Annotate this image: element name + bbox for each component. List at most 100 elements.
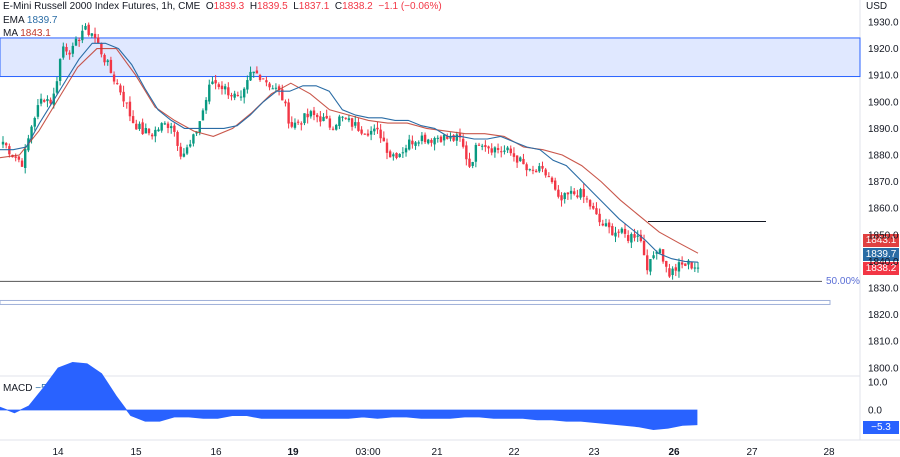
candle-body[interactable]	[230, 95, 233, 97]
candle-body[interactable]	[534, 170, 538, 173]
candle-body[interactable]	[395, 152, 398, 158]
candle-body[interactable]	[277, 86, 281, 90]
candle-body[interactable]	[560, 195, 563, 201]
candle-body[interactable]	[484, 145, 487, 148]
candle-body[interactable]	[173, 125, 176, 132]
candle-body[interactable]	[81, 30, 84, 41]
candle-body[interactable]	[442, 134, 446, 141]
candle-body[interactable]	[601, 223, 604, 226]
candle-body[interactable]	[633, 234, 636, 238]
candle-body[interactable]	[598, 213, 601, 223]
candle-body[interactable]	[461, 138, 465, 147]
ema-line[interactable]	[0, 42, 699, 263]
candle-body[interactable]	[671, 268, 674, 276]
candle-body[interactable]	[138, 123, 141, 129]
candle-body[interactable]	[211, 81, 214, 85]
candle-body[interactable]	[496, 148, 500, 150]
candle-body[interactable]	[363, 133, 366, 135]
candle-body[interactable]	[189, 144, 192, 147]
candle-body[interactable]	[223, 86, 227, 90]
candle-body[interactable]	[128, 101, 132, 117]
candle-body[interactable]	[436, 137, 439, 139]
candle-body[interactable]	[636, 235, 639, 237]
candle-body[interactable]	[626, 235, 630, 241]
candle-body[interactable]	[166, 123, 170, 128]
candle-body[interactable]	[515, 155, 519, 163]
ma-legend[interactable]: MA 1843.1	[3, 28, 51, 39]
candle-body[interactable]	[696, 267, 700, 269]
candle-body[interactable]	[376, 127, 379, 130]
candle-body[interactable]	[14, 156, 17, 158]
candle-body[interactable]	[411, 140, 414, 145]
candle-body[interactable]	[423, 134, 427, 143]
candle-body[interactable]	[439, 136, 443, 142]
candle-body[interactable]	[300, 123, 303, 125]
candle-body[interactable]	[242, 88, 246, 98]
candle-body[interactable]	[93, 33, 97, 38]
candle-body[interactable]	[43, 100, 46, 102]
candle-body[interactable]	[446, 136, 449, 139]
candle-body[interactable]	[655, 251, 658, 254]
candle-body[interactable]	[255, 70, 259, 74]
candle-body[interactable]	[614, 232, 617, 237]
candle-body[interactable]	[33, 118, 36, 127]
candle-body[interactable]	[331, 128, 335, 130]
candle-body[interactable]	[68, 52, 71, 55]
candle-body[interactable]	[585, 198, 589, 200]
candle-body[interactable]	[674, 267, 677, 271]
candle-body[interactable]	[630, 234, 633, 243]
candle-body[interactable]	[357, 122, 360, 131]
candle-body[interactable]	[74, 38, 78, 46]
candle-body[interactable]	[163, 123, 167, 125]
candle-body[interactable]	[284, 101, 287, 104]
candle-body[interactable]	[319, 116, 322, 122]
candle-body[interactable]	[36, 105, 40, 117]
candle-body[interactable]	[309, 111, 313, 117]
candle-body[interactable]	[579, 189, 582, 198]
candle-body[interactable]	[582, 189, 585, 197]
candle-body[interactable]	[122, 91, 125, 102]
candle-body[interactable]	[430, 139, 433, 143]
candle-body[interactable]	[341, 116, 344, 118]
candle-body[interactable]	[449, 136, 452, 139]
candle-body[interactable]	[617, 231, 620, 233]
candle-body[interactable]	[573, 191, 576, 195]
candle-body[interactable]	[293, 122, 297, 128]
candle-body[interactable]	[325, 115, 328, 119]
candle-body[interactable]	[563, 193, 566, 200]
candle-body[interactable]	[119, 85, 122, 93]
candle-body[interactable]	[668, 268, 671, 277]
candle-body[interactable]	[147, 128, 151, 134]
candle-body[interactable]	[217, 84, 220, 87]
candle-body[interactable]	[522, 158, 525, 165]
candle-body[interactable]	[509, 148, 512, 154]
candle-body[interactable]	[604, 223, 608, 227]
candle-body[interactable]	[455, 134, 459, 141]
candle-body[interactable]	[258, 75, 262, 80]
candle-body[interactable]	[347, 118, 351, 121]
candle-body[interactable]	[65, 46, 68, 52]
candle-body[interactable]	[458, 133, 462, 138]
candle-body[interactable]	[312, 110, 316, 116]
candle-body[interactable]	[500, 151, 503, 153]
candle-body[interactable]	[379, 129, 382, 139]
candle-body[interactable]	[569, 190, 573, 194]
candle-body[interactable]	[303, 113, 306, 124]
candle-body[interactable]	[1, 141, 5, 145]
supply-zone-rect[interactable]	[0, 37, 861, 78]
candle-body[interactable]	[131, 116, 135, 124]
candle-body[interactable]	[611, 226, 614, 236]
candle-body[interactable]	[433, 138, 436, 145]
candle-body[interactable]	[150, 134, 154, 137]
ma-line[interactable]	[0, 48, 699, 254]
candle-body[interactable]	[452, 135, 455, 141]
candle-body[interactable]	[204, 99, 208, 111]
candle-body[interactable]	[680, 262, 684, 265]
candle-body[interactable]	[398, 153, 401, 157]
candle-body[interactable]	[281, 89, 284, 101]
candle-body[interactable]	[97, 37, 100, 44]
candle-body[interactable]	[595, 208, 598, 215]
candle-body[interactable]	[493, 147, 497, 153]
candle-body[interactable]	[4, 143, 8, 146]
candle-body[interactable]	[90, 33, 94, 36]
